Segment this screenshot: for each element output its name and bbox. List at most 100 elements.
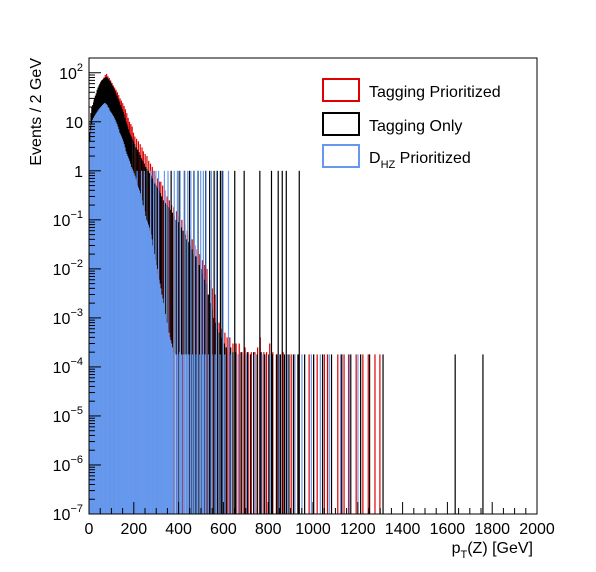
histogram-bin xyxy=(117,126,119,514)
series-layer xyxy=(89,73,484,515)
histogram-bin xyxy=(261,354,263,514)
histogram-bin xyxy=(135,178,137,514)
y-tick-exponent: −4 xyxy=(70,356,83,368)
x-tick-label: 0 xyxy=(85,521,94,538)
histogram-bin xyxy=(253,354,256,514)
x-tick-label: 800 xyxy=(255,521,282,538)
y-tick-label: 10−3 xyxy=(53,307,83,328)
histogram-bin xyxy=(263,352,265,514)
histogram-bin xyxy=(110,113,113,515)
histogram-bin xyxy=(176,170,179,514)
legend-label: Tagging Only xyxy=(369,118,462,135)
histogram-bin xyxy=(94,114,97,515)
histogram-bin xyxy=(319,354,321,514)
histogram-bin xyxy=(180,354,183,514)
histogram-bin xyxy=(169,337,171,514)
histogram-bin xyxy=(153,254,156,515)
histogram-bin xyxy=(195,256,197,514)
histogram-bin xyxy=(142,205,144,514)
histogram-bin xyxy=(118,129,120,514)
histogram-bin xyxy=(91,124,93,514)
histogram-bin xyxy=(95,113,97,515)
y-tick-base: 10 xyxy=(53,360,71,377)
histogram-bin xyxy=(124,147,126,515)
histogram-bin xyxy=(177,354,179,514)
histogram-bin xyxy=(116,124,118,514)
legend-swatch xyxy=(322,144,360,168)
y-tick-base: 10 xyxy=(65,115,83,132)
histogram-bin xyxy=(99,108,101,515)
y-tick-exponent: −2 xyxy=(70,258,83,270)
series-3 xyxy=(89,103,359,515)
histogram-bin xyxy=(112,116,114,514)
histogram-bin xyxy=(355,354,357,514)
histogram-bin xyxy=(173,170,175,514)
histogram-bin xyxy=(313,354,315,514)
legend-label-main: Tagging Only xyxy=(369,118,462,135)
histogram-bin xyxy=(93,116,96,514)
histogram-bin xyxy=(285,170,287,514)
histogram-bin xyxy=(271,354,273,514)
histogram-bin xyxy=(200,170,202,514)
histogram-bin xyxy=(240,352,242,514)
y-tick-base: 10 xyxy=(53,507,71,524)
histogram-bin xyxy=(100,107,102,514)
x-tick-label: 600 xyxy=(210,521,237,538)
histogram-bin xyxy=(171,347,174,514)
histogram-bin xyxy=(362,354,364,514)
histogram-bin xyxy=(138,190,140,514)
histogram-bin xyxy=(202,170,204,514)
y-tick-label: 10 xyxy=(65,115,83,132)
histogram-bin xyxy=(161,294,163,514)
histogram-bin xyxy=(214,354,216,514)
histogram-bin xyxy=(230,354,232,514)
histogram-bin xyxy=(90,129,92,514)
histogram-bin xyxy=(109,110,111,515)
histogram-bin xyxy=(277,170,279,514)
histogram-bin xyxy=(123,144,125,514)
histogram-bin xyxy=(141,200,143,514)
histogram-bin xyxy=(454,354,456,514)
histogram-bin xyxy=(89,141,91,515)
histogram-bin xyxy=(269,354,271,514)
histogram-bin xyxy=(259,170,261,514)
histogram-bin xyxy=(166,322,168,514)
histogram-bin xyxy=(158,279,160,514)
histogram-bin xyxy=(148,227,150,514)
y-tick-label: 10−2 xyxy=(53,258,83,279)
histogram-bin xyxy=(292,354,295,514)
histogram-bin xyxy=(188,354,190,514)
y-tick-base: 10 xyxy=(53,213,71,230)
histogram-bin xyxy=(201,354,204,514)
histogram-bin xyxy=(162,303,165,514)
histogram-bin xyxy=(108,108,110,515)
histogram-bin xyxy=(170,343,173,514)
histogram-bin xyxy=(216,170,218,514)
histogram-bin xyxy=(151,239,153,514)
histogram-bin xyxy=(282,352,284,514)
legend-label-main: D xyxy=(369,150,381,167)
x-tick-label: 1800 xyxy=(474,521,510,538)
histogram-bin xyxy=(205,170,207,514)
histogram-bin xyxy=(298,170,300,514)
histogram-bin xyxy=(227,170,230,514)
y-tick-base: 10 xyxy=(53,409,71,426)
histogram-bin xyxy=(128,160,131,515)
histogram-bin xyxy=(207,354,209,514)
histogram-bin xyxy=(98,109,100,515)
y-tick-exponent: −6 xyxy=(70,454,83,466)
y-tick-label: 1 xyxy=(74,164,83,181)
histogram-bin xyxy=(260,352,262,514)
histogram-bin xyxy=(139,193,141,515)
histogram-bin xyxy=(168,332,170,514)
histogram-bin xyxy=(222,170,224,514)
histogram-bin xyxy=(122,141,124,515)
y-tick-base: 1 xyxy=(74,164,83,181)
histogram-bin xyxy=(250,352,252,514)
histogram-bin xyxy=(186,354,188,514)
histogram-bin xyxy=(279,354,282,514)
histogram-bin xyxy=(184,354,186,514)
histogram-bin xyxy=(183,170,185,514)
histogram-bin xyxy=(127,158,130,515)
